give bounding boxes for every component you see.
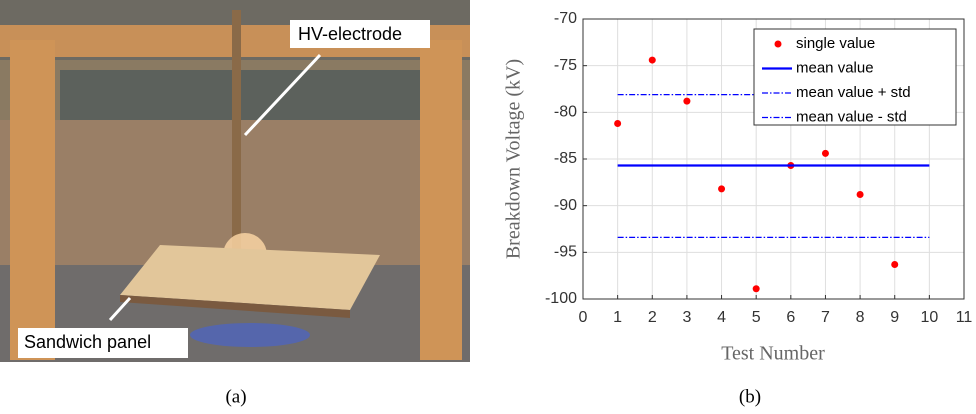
y-axis-label: Breakdown Voltage (kV) — [503, 59, 525, 259]
x-tick-label: 11 — [956, 309, 973, 326]
point — [614, 120, 622, 128]
legend-label: mean value — [796, 59, 874, 76]
y-tick-label: -90 — [554, 197, 577, 214]
photo-beam — [60, 70, 460, 120]
x-tick-label: 0 — [579, 309, 588, 326]
x-tick-label: 7 — [821, 309, 830, 326]
x-tick-label: 1 — [613, 309, 622, 326]
caption: (b) — [739, 386, 761, 407]
point — [821, 149, 829, 157]
y-tick-label: -70 — [554, 10, 577, 27]
arrow — [243, 53, 322, 137]
y-tick-label: -75 — [554, 57, 577, 74]
caption: (a) — [225, 386, 246, 407]
label-box — [290, 20, 430, 48]
photo: HV-electrode Sandwich panel — [0, 0, 470, 362]
point — [718, 185, 726, 193]
point — [752, 285, 760, 293]
legend-label: mean value - std — [796, 108, 907, 125]
photo-label: Sandwich panel — [24, 332, 151, 352]
x-tick-label: 8 — [856, 309, 865, 326]
x-tick-label: 10 — [920, 309, 938, 326]
y-tick-label: -95 — [554, 244, 577, 261]
point — [683, 97, 691, 105]
point — [856, 190, 864, 198]
legend-box — [753, 28, 957, 126]
x-tick-label: 3 — [682, 309, 691, 326]
legend-label: mean value + std — [796, 84, 911, 101]
photo-label: HV-electrode — [298, 24, 402, 44]
legend-marker — [774, 40, 782, 48]
photo-panel — [120, 245, 380, 310]
y-tick-label: -85 — [554, 150, 577, 167]
x-tick-label: 6 — [786, 309, 795, 326]
legend: single value mean value mean value + std me… — [753, 28, 957, 126]
photo-post-left — [10, 40, 55, 360]
label-box — [18, 328, 188, 358]
photo-panel-edge — [120, 295, 350, 318]
x-tick-label: 2 — [648, 309, 657, 326]
photo-electrode — [232, 10, 241, 250]
photo-glow — [190, 323, 310, 347]
y-tick-label: -100 — [545, 290, 577, 307]
x-tick-label: 4 — [717, 309, 726, 326]
arrow — [108, 296, 132, 322]
x-axis-label: Test Number — [721, 343, 825, 365]
x-tick-label: 9 — [890, 309, 899, 326]
x-tick-label: 5 — [752, 309, 761, 326]
plot-frame — [582, 18, 965, 300]
y-tick-label: -80 — [554, 104, 577, 121]
photo-post-right — [420, 40, 462, 360]
point — [648, 56, 656, 64]
point — [891, 260, 899, 268]
legend-label: single value — [796, 35, 875, 52]
